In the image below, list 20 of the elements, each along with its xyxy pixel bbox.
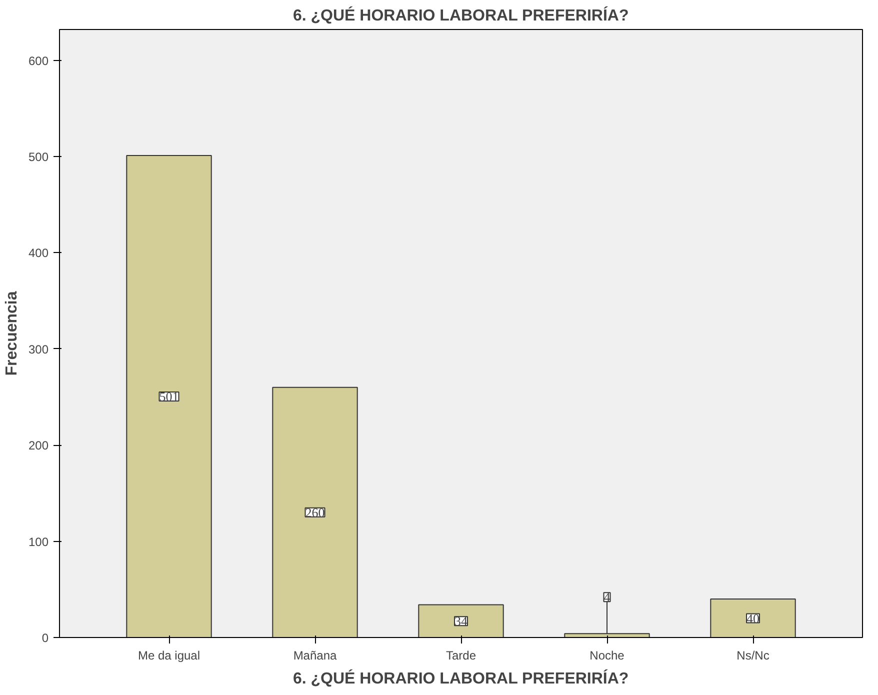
y-tick-label: 500 <box>28 150 49 164</box>
y-tick-label: 100 <box>28 534 49 549</box>
bar <box>126 155 212 638</box>
data-label: 501 <box>159 389 179 404</box>
y-tick-label: 200 <box>28 438 49 453</box>
x-axis-title: 6. ¿QUÉ HORARIO LABORAL PREFERIRÍA? <box>292 668 629 688</box>
x-tick-label: Tarde <box>446 648 476 662</box>
bar <box>418 604 504 638</box>
chart-title: 6. ¿QUÉ HORARIO LABORAL PREFERIRÍA? <box>292 6 629 24</box>
y-tick-label: 400 <box>28 246 49 260</box>
y-tick-label: 300 <box>28 342 49 356</box>
x-tick-label: Noche <box>590 648 625 662</box>
x-tick-label: Mañana <box>293 648 338 662</box>
bar <box>272 386 358 638</box>
x-tick-label: Ns/Nc <box>736 648 770 662</box>
y-tick-label: 600 <box>28 54 49 68</box>
x-tick-label: Me da igual <box>138 648 200 662</box>
bar <box>710 598 796 638</box>
y-axis-title: Frecuencia <box>3 291 20 376</box>
y-tick-label: 0 <box>42 631 49 645</box>
